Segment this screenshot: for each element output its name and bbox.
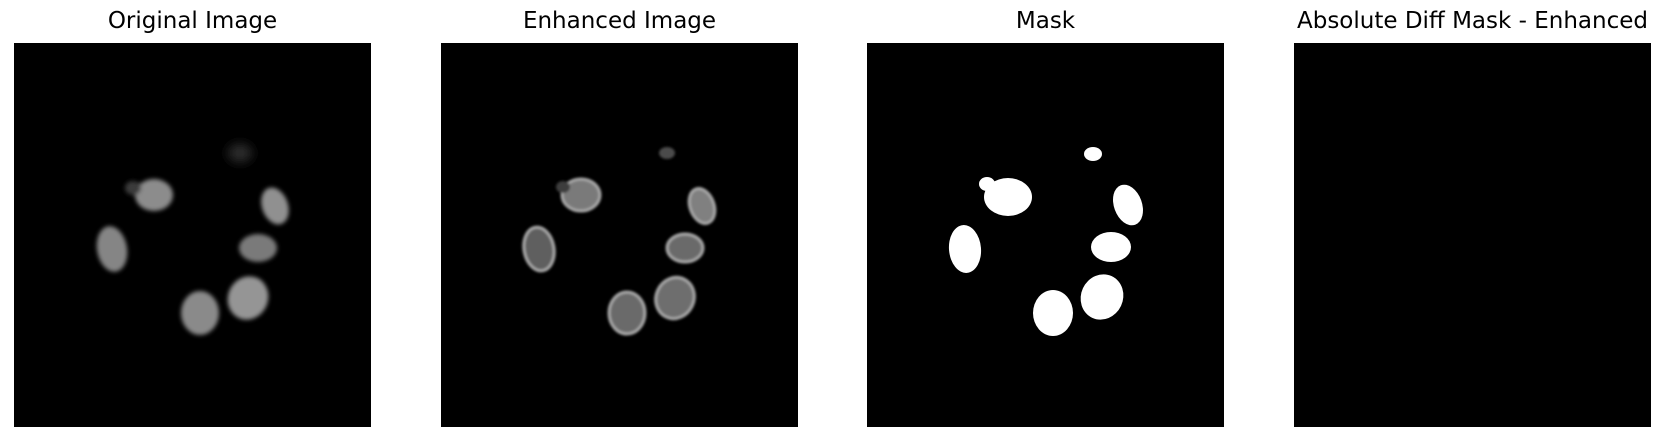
image-diff: [1294, 43, 1651, 427]
mask-region: [1091, 232, 1131, 262]
nucleus: [228, 144, 252, 162]
nucleus: [135, 179, 173, 211]
nucleus: [261, 187, 289, 225]
image-original: [14, 43, 371, 427]
nucleus: [607, 290, 647, 336]
panel-title-enhanced: Enhanced Image: [522, 8, 717, 34]
nucleus: [522, 225, 556, 273]
nucleus: [687, 187, 717, 225]
nucleus: [96, 226, 128, 272]
panel-title-original: Original Image: [107, 8, 278, 34]
mask-region: [984, 178, 1032, 216]
mask-region: [979, 177, 995, 191]
nucleus: [556, 181, 570, 193]
mask-region: [1033, 290, 1073, 336]
image-background: [1294, 43, 1651, 427]
nucleus: [125, 181, 141, 195]
mask-region: [1080, 274, 1124, 320]
nucleus: [654, 275, 696, 321]
mask-region: [1084, 147, 1102, 161]
image-enhanced: [441, 43, 798, 427]
panel-title-mask: Mask: [1015, 8, 1076, 34]
image-background: [14, 43, 371, 427]
image-mask: [867, 43, 1224, 427]
image-background: [441, 43, 798, 427]
nucleus: [665, 232, 705, 264]
panel-title-diff: Absolute Diff Mask - Enhanced: [1296, 8, 1648, 34]
mask-region: [1113, 184, 1143, 226]
nucleus: [659, 147, 675, 159]
nucleus: [239, 234, 277, 262]
nucleus: [181, 291, 219, 335]
image-background: [867, 43, 1224, 427]
mask-region: [948, 225, 982, 273]
nucleus: [560, 177, 602, 213]
nucleus: [227, 276, 269, 320]
